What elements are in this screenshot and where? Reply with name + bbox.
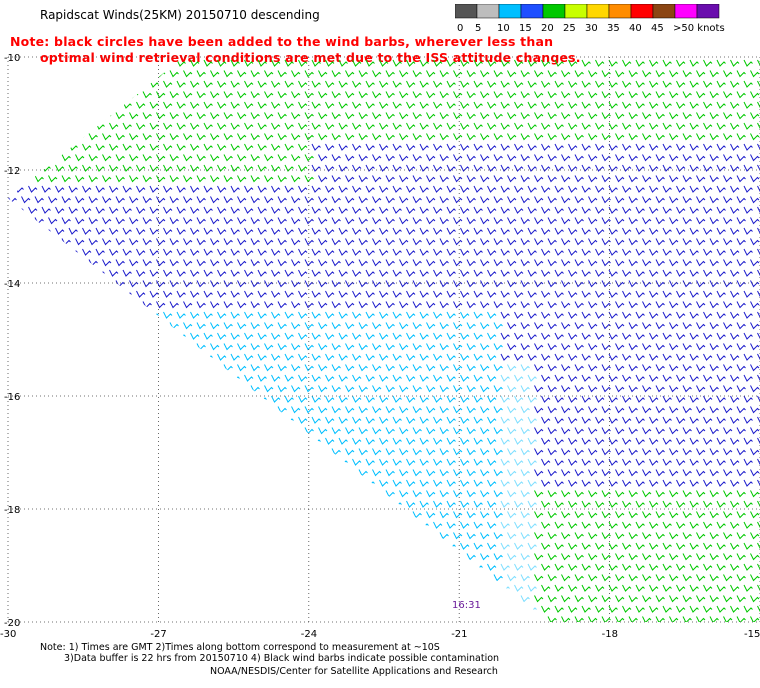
colorbar-tick-label: 20: [541, 23, 554, 34]
lat-tick-label: -12: [4, 166, 20, 177]
lat-tick-label: -18: [4, 505, 20, 516]
lon-tick-label: -24: [301, 629, 317, 640]
lat-tick-label: -10: [4, 53, 20, 64]
colorbar-tick-label: >50 knots: [673, 23, 725, 34]
colorbar-tick-label: 25: [563, 23, 576, 34]
lat-tick-label: -20: [4, 618, 20, 629]
lon-tick-label: -21: [451, 629, 467, 640]
colorbar-segment: [696, 4, 720, 19]
lon-tick-label: -18: [602, 629, 618, 640]
wind-barb-group: [8, 59, 760, 622]
lon-tick-label: -30: [0, 629, 16, 640]
colorbar-tick-label: 40: [629, 23, 642, 34]
contamination-note-line1: Note: black circles have been added to t…: [10, 34, 554, 49]
wind-barb-group: [8, 143, 760, 487]
colorbar-tick-label: 45: [651, 23, 664, 34]
lon-tick-label: -27: [150, 629, 166, 640]
colorbar-tick-label: 10: [497, 23, 510, 34]
colorbar-tick-label: 30: [585, 23, 598, 34]
lat-tick-label: -14: [4, 279, 20, 290]
wind-barb-group: [8, 311, 503, 622]
footnote-line1: Note: 1) Times are GMT 2)Times along bot…: [40, 642, 440, 653]
swath-time-label: 16:31: [452, 600, 481, 611]
colorbar-tick-label: 15: [519, 23, 532, 34]
lon-tick-label: -15: [744, 629, 760, 640]
map-title: Rapidscat Winds(25KM) 20150710 descendin…: [40, 8, 320, 22]
colorbar-tick-label: 35: [607, 23, 620, 34]
footnote-line2: 3)Data buffer is 22 hrs from 20150710 4)…: [64, 653, 500, 664]
footnote-credit: NOAA/NESDIS/Center for Satellite Applica…: [210, 666, 498, 677]
wind-barb-group: [500, 364, 537, 622]
wind-speed-colorbar: 0 5 10 15 20 25 30 35 40 45 >50 knots: [455, 4, 725, 34]
colorbar-tick-label: 0: [457, 23, 463, 34]
colorbar-tick-label: 5: [475, 23, 481, 34]
contamination-note-line2: optimal wind retrieval conditions are me…: [40, 50, 581, 65]
wind-barbs: [8, 59, 760, 622]
lat-tick-label: -16: [4, 392, 20, 403]
